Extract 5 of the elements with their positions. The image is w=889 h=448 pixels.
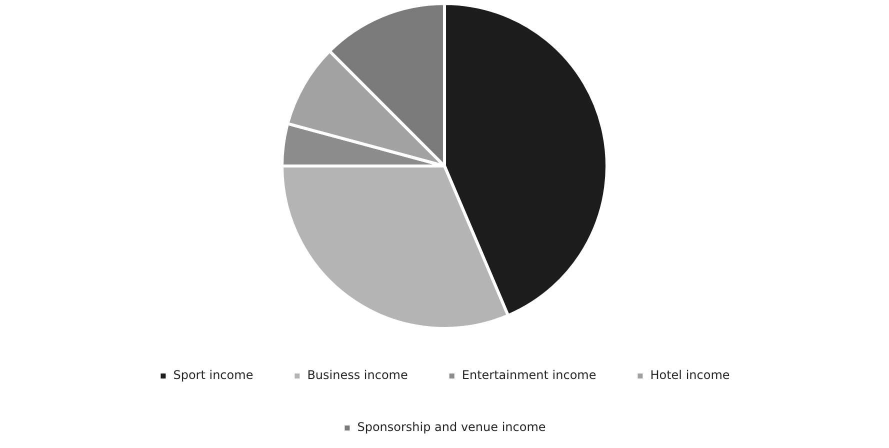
legend-label: Sponsorship and venue income xyxy=(357,420,546,434)
legend-label: Sport income xyxy=(173,368,254,382)
legend-label: Entertainment income xyxy=(462,368,596,382)
legend-label: Hotel income xyxy=(650,368,730,382)
legend-label: Business income xyxy=(307,368,408,382)
